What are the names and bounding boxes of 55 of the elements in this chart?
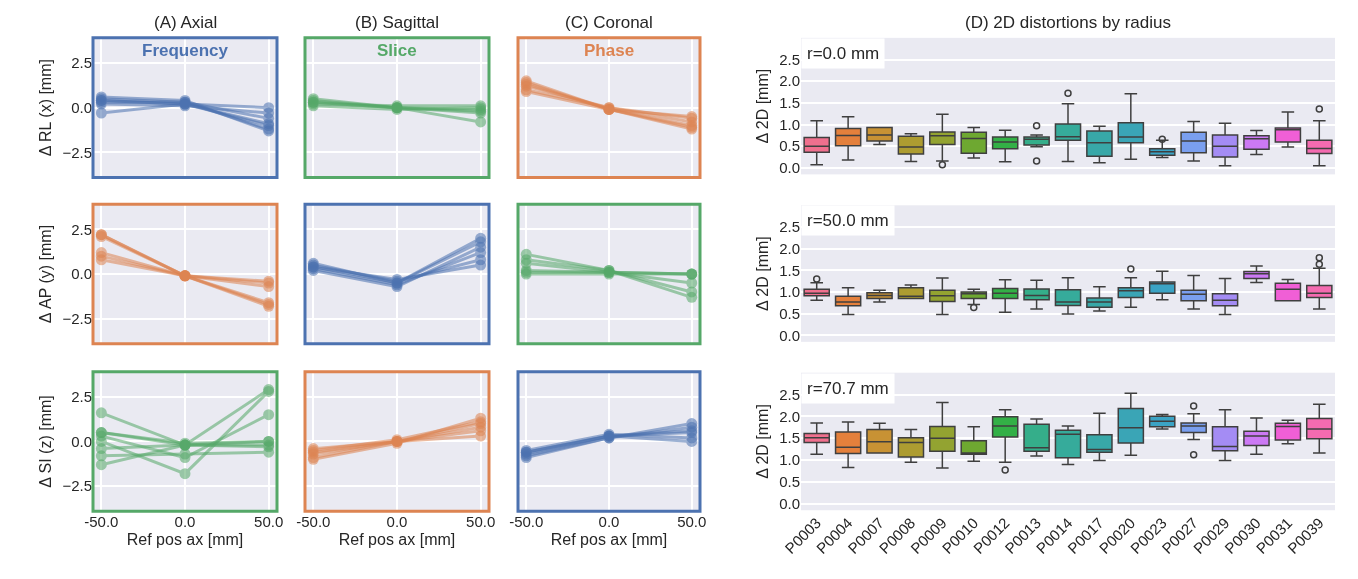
y-axis-title: Δ SI (z) [mm] [37,395,55,488]
y-axis-title: Δ 2D [mm] [754,236,772,311]
y-tick-label: 1.0 [779,115,800,133]
chart-title: (C) Coronal [565,13,653,32]
annotation: Frequency [142,41,229,60]
y-tick-label: 1.5 [779,261,800,279]
y-tick-label: 2.5 [779,50,800,68]
y-tick-label: 0.0 [71,98,92,116]
y-axis-title: Δ 2D [mm] [754,404,772,479]
y-tick-label: 1.5 [779,94,800,112]
y-tick-label: 0.0 [71,432,92,450]
y-tick-label: −2.5 [62,310,92,328]
y-tick-label: −2.5 [62,477,92,495]
chart-title: (A) Axial [154,13,218,32]
y-tick-label: 1.5 [779,429,800,447]
y-axis-title: Δ RL (x) [mm] [37,59,55,157]
y-tick-label: 2.0 [779,407,800,425]
x-axis-title: Ref pos ax [mm] [126,530,244,548]
x-tick-label: -50.0 [84,513,119,531]
x-tick-label: 0.0 [598,513,620,531]
y-tick-label: 0.0 [779,494,800,512]
x-axis-title: Ref pos ax [mm] [550,530,668,548]
y-tick-label: 0.5 [779,473,800,491]
y-tick-label: 2.5 [779,218,800,236]
x-tick-label: 0.0 [174,513,196,531]
y-tick-label: 2.5 [779,385,800,403]
annotation: Slice [377,41,417,60]
y-tick-label: 2.5 [71,388,92,405]
x-tick-label: -50.0 [509,513,544,531]
annotation: r=70.7 mm [807,379,889,398]
x-tick-label: 50.0 [677,513,707,531]
y-tick-label: 0.0 [779,326,800,344]
y-tick-label: −2.5 [62,143,92,161]
y-tick-label: 0.5 [779,137,800,155]
x-tick-label: 50.0 [254,513,284,531]
annotation: r=0.0 mm [807,44,880,63]
y-tick-label: 2.0 [779,239,800,257]
x-tick-label: 50.0 [466,513,496,531]
x-tick-label: -50.0 [296,513,331,531]
y-tick-label: 2.5 [71,220,92,238]
x-tick-label: 0.0 [386,513,408,531]
y-tick-label: 2.0 [779,72,800,90]
y-tick-label: 2.5 [71,54,92,72]
y-axis-title: Δ AP (y) [mm] [37,224,55,324]
y-tick-label: 0.5 [779,304,800,322]
x-axis-title: Ref pos ax [mm] [338,530,456,548]
y-tick-label: 1.0 [779,283,800,301]
annotation: Phase [584,41,635,60]
y-tick-label: 0.0 [71,265,92,283]
y-tick-label: 1.0 [779,451,800,469]
chart-title: (B) Sagittal [355,13,440,32]
annotation: r=50.0 mm [807,211,889,230]
y-tick-label: 0.0 [779,159,800,177]
y-axis-title: Δ 2D [mm] [754,68,772,144]
chart-title: (D) 2D distortions by radius [965,13,1171,32]
